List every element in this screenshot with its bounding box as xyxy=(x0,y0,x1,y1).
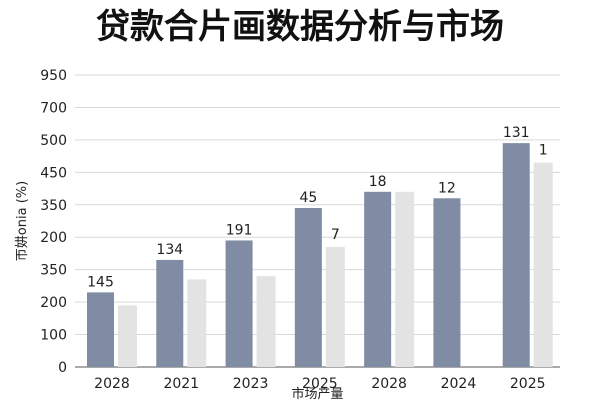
bar-primary xyxy=(225,240,253,367)
x-category-label: 2025 xyxy=(302,376,338,392)
bar-secondary xyxy=(187,279,207,367)
bar-secondary xyxy=(533,162,553,367)
x-category-label: 2023 xyxy=(233,376,269,392)
y-tick-label: 950 xyxy=(40,68,67,84)
x-category-label: 2028 xyxy=(371,376,407,392)
x-categories: 2028 2021 2023 2025 2028 2024 2025 xyxy=(94,376,545,392)
data-label: 134 xyxy=(156,242,183,258)
grid xyxy=(75,74,560,368)
y-tick-label: 500 xyxy=(40,133,67,149)
y-tick-label: 700 xyxy=(40,100,67,116)
x-category-label: 2021 xyxy=(163,376,199,392)
y-tick-label: 0 xyxy=(58,360,67,376)
data-label: 12 xyxy=(438,180,456,196)
y-axis-label: 帀妌onia (%) xyxy=(15,181,30,261)
y-tick-label: 450 xyxy=(40,165,67,181)
y-ticks: 0 100 200 350 200 350 450 500 700 950 xyxy=(40,68,67,376)
bar-secondary xyxy=(118,305,137,367)
x-category-label: 2028 xyxy=(94,376,130,392)
data-label: 18 xyxy=(369,174,387,190)
bar-primary xyxy=(87,292,114,367)
data-label: 7 xyxy=(331,227,340,243)
x-category-label: 2025 xyxy=(510,376,546,392)
bar-primary xyxy=(364,191,392,367)
data-label: 191 xyxy=(226,222,253,238)
bar-secondary xyxy=(256,276,276,367)
data-label: 45 xyxy=(299,190,317,206)
bars xyxy=(87,143,553,367)
y-tick-label: 350 xyxy=(40,198,67,214)
data-label: 131 xyxy=(503,125,530,141)
bar-primary xyxy=(502,143,530,367)
y-tick-label: 100 xyxy=(40,328,67,344)
bar-primary xyxy=(433,198,461,367)
data-label: 1 xyxy=(539,143,548,159)
bar-primary xyxy=(156,259,184,367)
bar-secondary xyxy=(395,191,415,367)
y-tick-label: 200 xyxy=(40,230,67,246)
y-tick-label: 350 xyxy=(40,263,67,279)
x-axis-label: 市场产量 xyxy=(291,386,343,400)
data-labels: 145 134 191 45 7 18 12 131 1 xyxy=(87,125,548,290)
x-category-label: 2024 xyxy=(441,376,477,392)
data-label: 145 xyxy=(87,274,114,290)
y-tick-label: 200 xyxy=(40,295,67,311)
bar-secondary xyxy=(325,246,345,367)
bar-primary xyxy=(294,208,322,367)
chart-title: 贷款合片画数据分析与市场 xyxy=(96,7,504,47)
